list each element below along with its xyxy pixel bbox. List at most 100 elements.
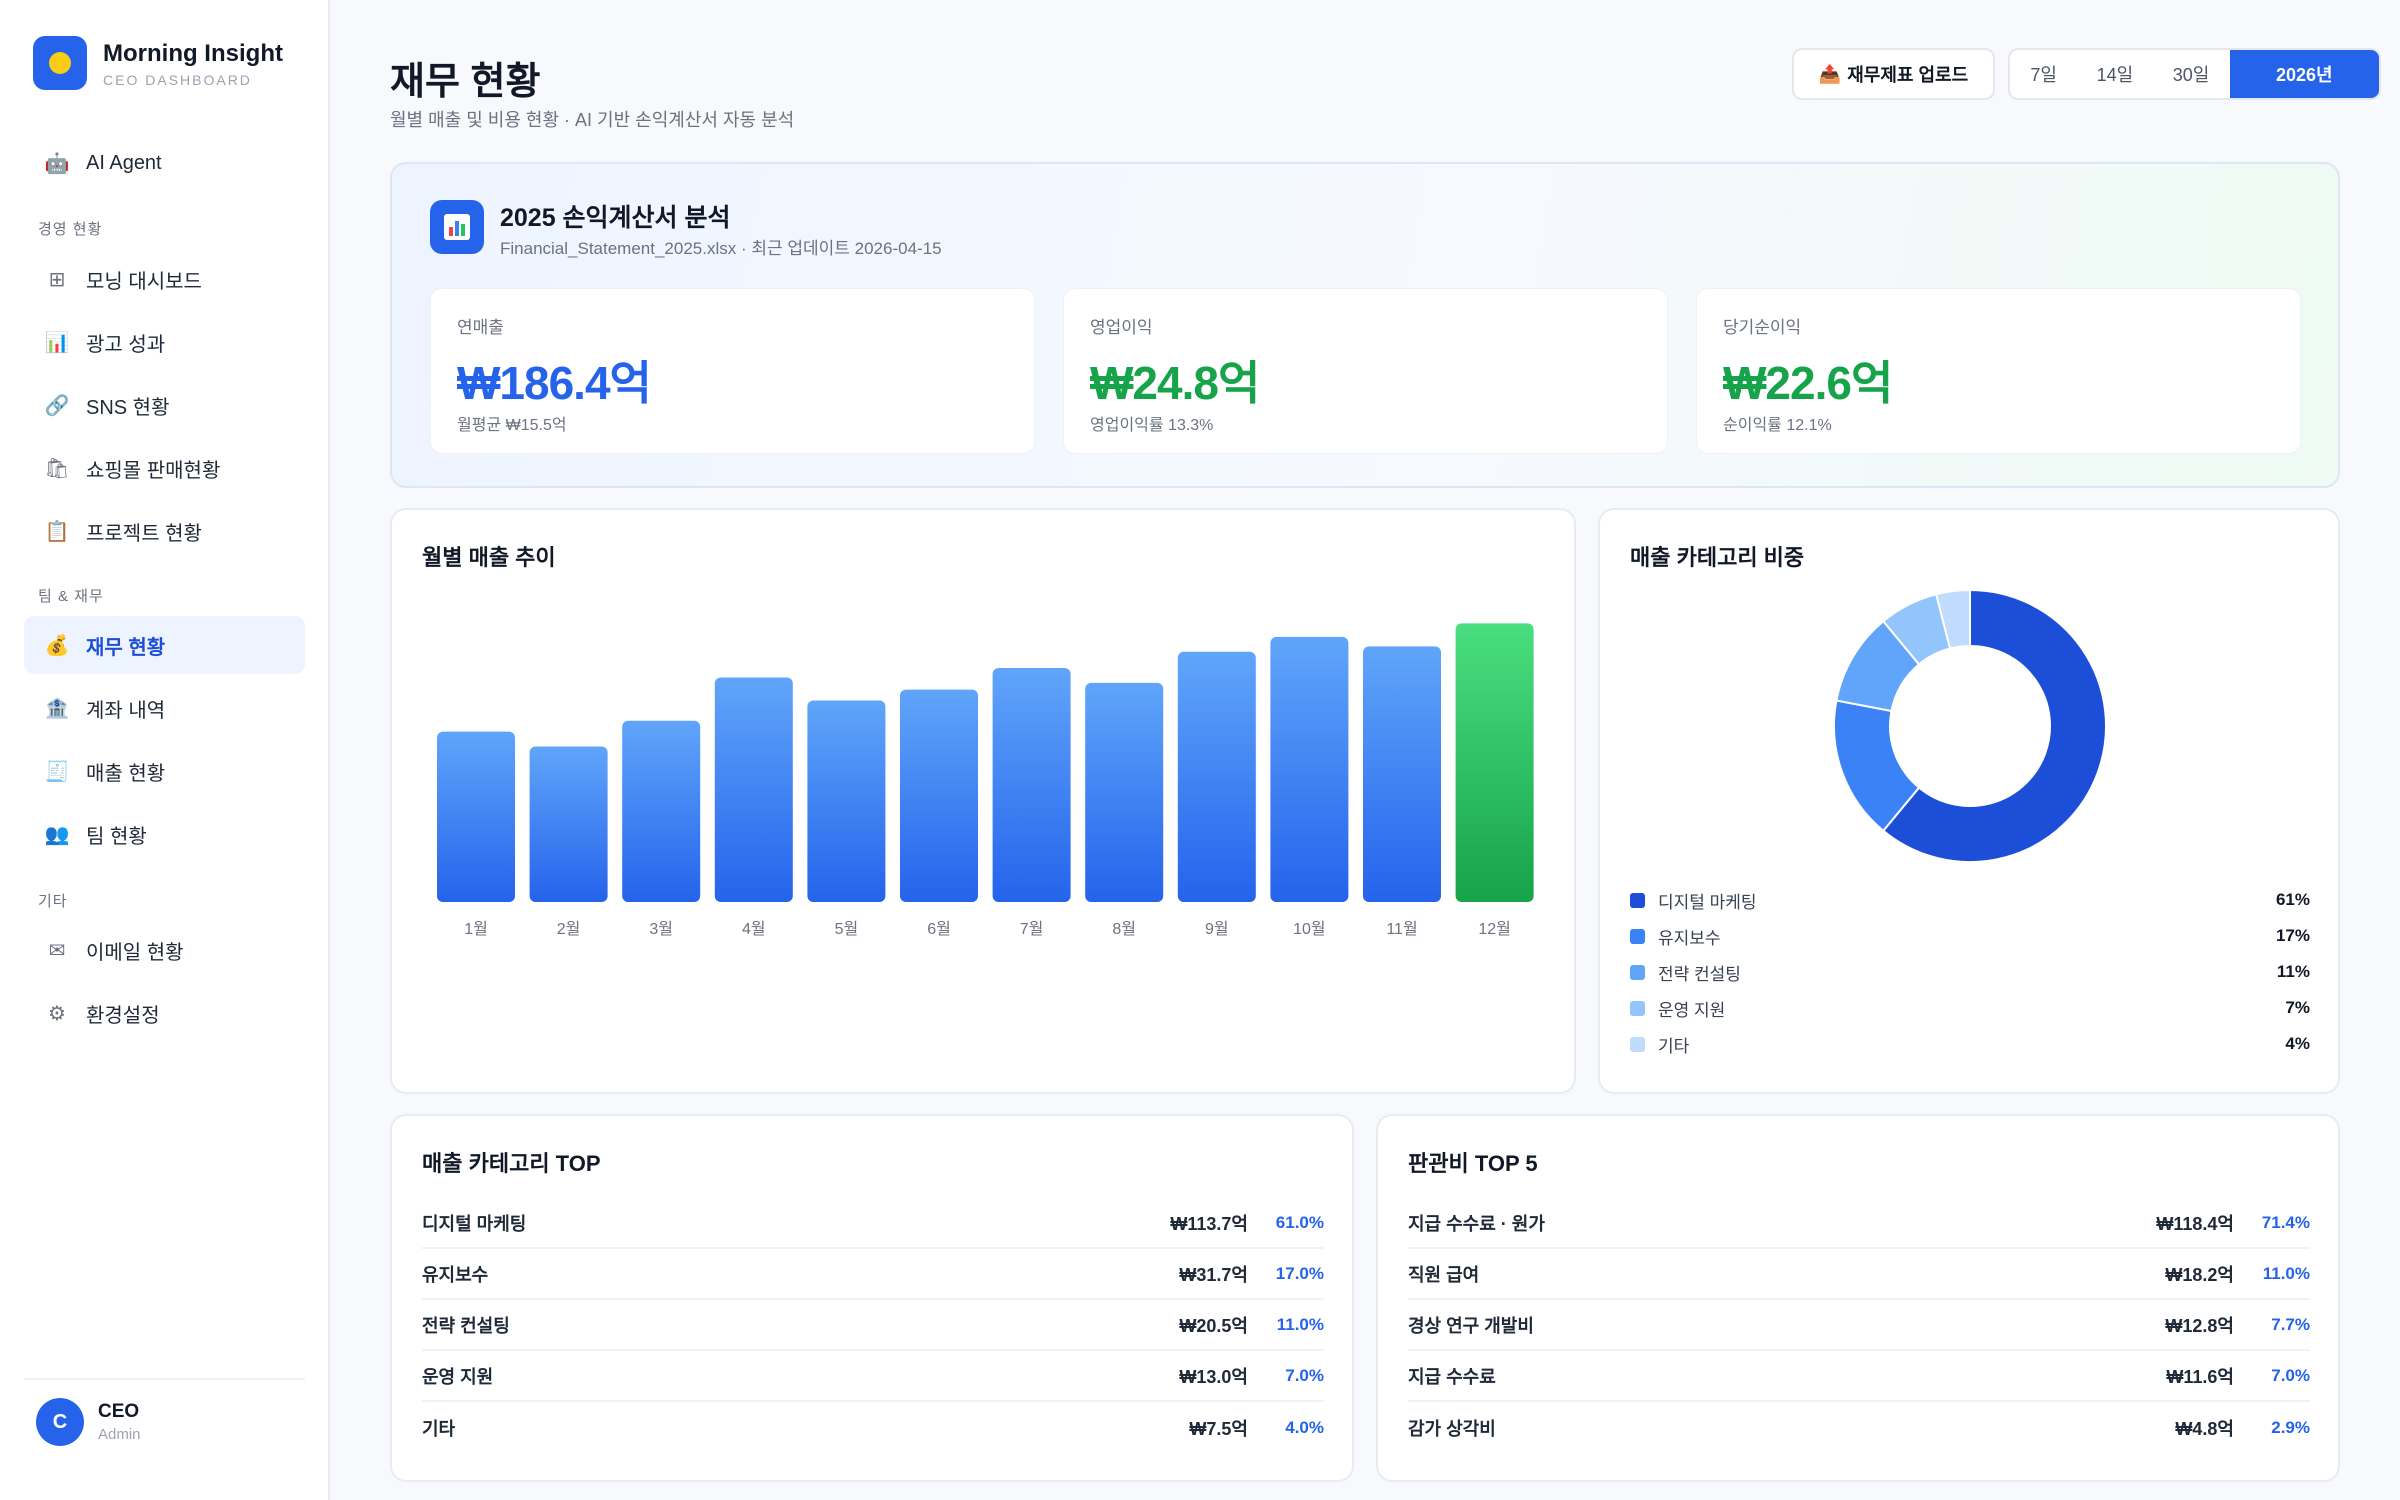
bank-icon: 🏦 (44, 697, 70, 720)
sidebar-item-ai-agent[interactable]: 🤖 AI Agent (24, 134, 305, 192)
bar-chart-icon (430, 200, 484, 254)
bar-1월[interactable] (437, 731, 515, 902)
sidebar-item-label: 계좌 내역 (86, 699, 166, 722)
sidebar-item-team[interactable]: 👥 팀 현황 (24, 805, 305, 863)
user-name: CEO (98, 1401, 140, 1422)
row-percent: 2.9% (2271, 1417, 2310, 1437)
upload-statement-button[interactable]: 📤 재무제표 업로드 (1792, 48, 1995, 100)
sidebar-item-shop-sales[interactable]: 🛍 쇼핑몰 판매현황 (24, 439, 305, 497)
sidebar-item-label: 환경설정 (86, 1004, 160, 1027)
sidebar-section-etc: 기타 (38, 893, 68, 910)
row-name: 전략 컨설팅 (422, 1315, 510, 1336)
sidebar-item-accounts[interactable]: 🏦 계좌 내역 (24, 679, 305, 737)
sidebar-item-label: 쇼핑몰 판매현황 (86, 459, 221, 482)
bar-10월[interactable] (1270, 636, 1349, 902)
card-title: 매출 카테고리 비중 (1630, 545, 1805, 570)
table-row[interactable]: 유지보수 ₩31.7억 17.0% (422, 1249, 1324, 1300)
row-amount: ₩113.7억 (1170, 1213, 1248, 1234)
donut-slice-0[interactable] (1881, 588, 2107, 863)
sun-logo-icon (33, 36, 87, 90)
legend-value: 7% (2285, 998, 2310, 1017)
pl-analysis-card: 2025 손익계산서 분석 Financial_Statement_2025.x… (390, 162, 2340, 488)
sidebar-item-email[interactable]: ✉ 이메일 현황 (24, 921, 305, 979)
x-tick-label: 10월 (1293, 920, 1326, 938)
sidebar-item-settings[interactable]: ⚙ 환경설정 (24, 984, 305, 1042)
sidebar-item-label: 팀 현황 (86, 825, 147, 848)
bar-2월[interactable] (529, 746, 608, 902)
x-tick-label: 9월 (1205, 920, 1229, 938)
sidebar-item-projects[interactable]: 📋 프로젝트 현황 (24, 502, 305, 560)
row-amount: ₩4.8억 (2175, 1418, 2234, 1439)
sidebar-item-label: 모닝 대시보드 (86, 270, 202, 293)
grid-icon: ⊞ (48, 268, 66, 291)
bar-9월[interactable] (1177, 651, 1256, 902)
table-row[interactable]: 감가 상각비 ₩4.8억 2.9% (1408, 1402, 2310, 1453)
kpi-value: ₩186.4억 (457, 357, 652, 409)
bar-6월[interactable] (900, 689, 978, 902)
legend-swatch (1630, 892, 1645, 908)
brand-title: Morning Insight (103, 39, 283, 67)
table-row[interactable]: 지급 수수료 ₩11.6억 7.0% (1408, 1351, 2310, 1402)
kpi-note: 영업이익률 13.3% (1090, 417, 1214, 434)
legend-label: 전략 컨설팅 (1658, 964, 1741, 984)
table-row[interactable]: 운영 지원 ₩13.0억 7.0% (422, 1351, 1324, 1402)
bar-12월[interactable] (1455, 623, 1534, 902)
avatar: C (36, 1398, 84, 1446)
page-subtitle: 월별 매출 및 비용 현황 · AI 기반 손익계산서 자동 분석 (390, 110, 795, 130)
upload-icon: 📤 (1818, 63, 1842, 84)
legend-label: 운영 지원 (1658, 1000, 1726, 1020)
donut-slice-4[interactable] (1934, 588, 1971, 650)
bar-11월[interactable] (1363, 646, 1441, 902)
bar-4월[interactable] (714, 677, 793, 902)
legend-item: 디지털 마케팅 61% (1630, 886, 2310, 914)
bar-8월[interactable] (1085, 682, 1164, 902)
sidebar-item-label: SNS 현황 (86, 396, 170, 419)
legend-swatch (1630, 928, 1645, 944)
sidebar-item-finance[interactable]: 💰 재무 현황 (24, 616, 305, 674)
table-row[interactable]: 디지털 마케팅 ₩113.7억 61.0% (422, 1198, 1324, 1249)
kpi-value: ₩24.8억 (1090, 357, 1260, 409)
sidebar-section-management: 경영 현황 (38, 221, 103, 238)
period-7d[interactable]: 7일 (2030, 65, 2057, 85)
category-share-card: 매출 카테고리 비중 디지털 마케팅 61% 유지보수 17% 전략 컨설팅 1… (1598, 508, 2340, 1094)
legend-value: 61% (2275, 890, 2310, 909)
x-tick-label: 7월 (1020, 920, 1044, 938)
people-icon: 👥 (44, 823, 70, 846)
x-tick-label: 6월 (927, 920, 951, 938)
kpi-label: 연매출 (457, 318, 504, 337)
sidebar-item-morning-dashboard[interactable]: ⊞ 모닝 대시보드 (24, 250, 305, 308)
row-amount: ₩20.5억 (1179, 1315, 1248, 1336)
user-profile[interactable]: C CEO Admin (36, 1398, 141, 1446)
period-14d[interactable]: 14일 (2096, 65, 2134, 85)
period-2026[interactable]: 2026년 (2229, 50, 2379, 98)
bar-chart-icon: 📊 (44, 331, 70, 354)
bar-3월[interactable] (622, 720, 701, 902)
kpi-label: 영업이익 (1090, 318, 1153, 337)
x-tick-label: 12월 (1478, 920, 1511, 938)
row-name: 지급 수수료 (1408, 1366, 1496, 1387)
row-amount: ₩7.5억 (1189, 1418, 1248, 1439)
brand[interactable]: Morning Insight CEO DASHBOARD (33, 36, 283, 90)
sidebar-item-sales[interactable]: 🧾 매출 현황 (24, 742, 305, 800)
sidebar-item-sns[interactable]: 🔗 SNS 현황 (24, 376, 305, 434)
kpi-label: 당기순이익 (1723, 318, 1802, 337)
legend-item: 운영 지원 7% (1630, 994, 2310, 1022)
legend-item: 유지보수 17% (1630, 922, 2310, 950)
table-row[interactable]: 전략 컨설팅 ₩20.5억 11.0% (422, 1300, 1324, 1351)
legend-value: 17% (2275, 926, 2310, 945)
row-name: 기타 (422, 1418, 456, 1439)
table-row[interactable]: 기타 ₩7.5억 4.0% (422, 1402, 1324, 1453)
card-title: 매출 카테고리 TOP (422, 1151, 601, 1176)
monthly-revenue-chart: 1월 2월 3월 4월 5월 6월 7월 8월 9월 10월 11월 12월 (437, 623, 1534, 938)
kpi-net-income: 당기순이익 ₩22.6억 순이익률 12.1% (1696, 288, 2301, 454)
sidebar-item-label: 프로젝트 현황 (86, 522, 202, 545)
bar-7월[interactable] (992, 668, 1071, 902)
table-row[interactable]: 지급 수수료 · 원가 ₩118.4억 71.4% (1408, 1198, 2310, 1249)
row-percent: 11.0% (1276, 1314, 1324, 1334)
table-row[interactable]: 경상 연구 개발비 ₩12.8억 7.7% (1408, 1300, 2310, 1351)
shopping-bag-icon: 🛍 (44, 457, 70, 480)
bar-5월[interactable] (807, 700, 886, 902)
sidebar-item-ad-performance[interactable]: 📊 광고 성과 (24, 313, 305, 371)
period-30d[interactable]: 30일 (2172, 65, 2210, 85)
table-row[interactable]: 직원 급여 ₩18.2억 11.0% (1408, 1249, 2310, 1300)
